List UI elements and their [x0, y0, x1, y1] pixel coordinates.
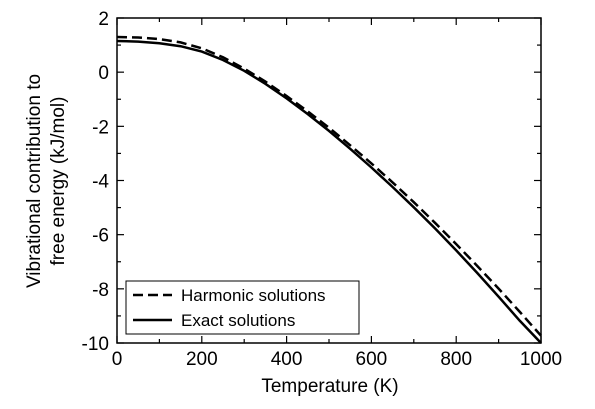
x-tick-label: 400	[271, 349, 303, 370]
x-tick-label: 0	[112, 349, 123, 370]
y-tick-label: -2	[92, 117, 109, 138]
legend-box	[125, 280, 360, 335]
legend: Harmonic solutions Exact solutions	[125, 280, 360, 335]
axis-tick-labels: 0 200 400 600 800 1000 2 0 -2 -4 -6 -8 -10	[82, 9, 563, 370]
y-axis-title-line-2: free energy (kJ/mol)	[48, 97, 69, 266]
x-tick-label: 1000	[520, 349, 562, 370]
y-tick-label: -6	[92, 226, 109, 247]
axis-ticks	[116, 17, 542, 344]
series-line-exact	[116, 39, 542, 344]
x-tick-label: 800	[440, 349, 472, 370]
series-line-harmonic	[116, 35, 542, 337]
y-axis-title-line-1: Vibrational contribution to	[24, 74, 45, 288]
x-tick-label: 200	[186, 349, 218, 370]
legend-label-harmonic: Harmonic solutions	[181, 286, 326, 305]
x-tick-label: 600	[356, 349, 388, 370]
legend-label-exact: Exact solutions	[181, 311, 295, 330]
y-tick-label: -8	[92, 280, 109, 301]
plot-content	[116, 35, 542, 344]
y-tick-label: -4	[92, 172, 109, 193]
y-tick-label: 2	[98, 9, 109, 30]
x-axis-title: Temperature (K)	[261, 376, 398, 397]
y-tick-label: -10	[82, 334, 109, 355]
y-tick-label: 0	[98, 63, 109, 84]
